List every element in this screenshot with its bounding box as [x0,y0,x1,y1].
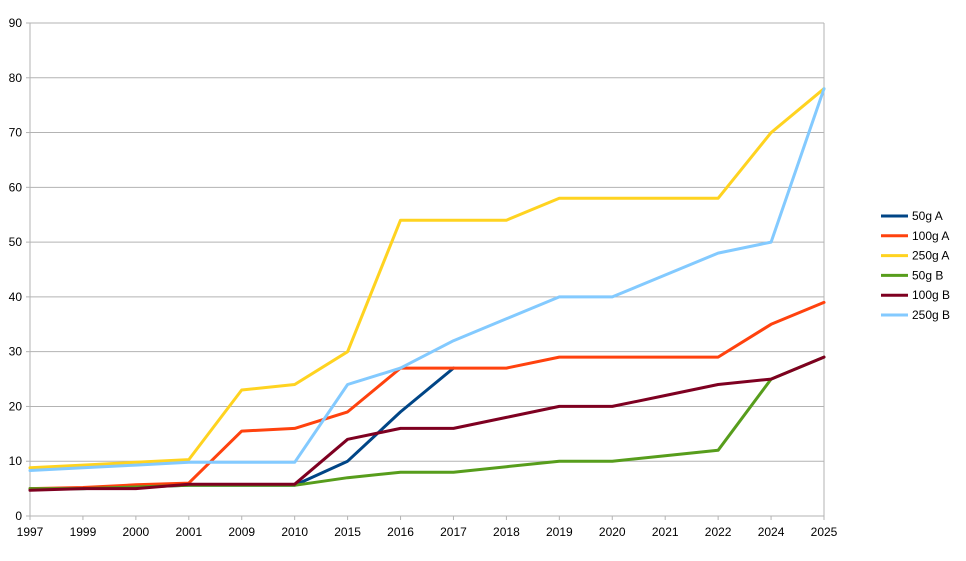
y-tick-label: 20 [9,399,23,413]
x-tick-label: 1999 [70,525,97,539]
y-tick-label: 10 [9,454,23,468]
x-tick-label: 2022 [705,525,732,539]
y-tick-label: 80 [9,71,23,85]
series-lines [28,87,826,492]
legend-label: 100g B [912,288,950,302]
y-tick-label: 60 [9,180,23,194]
y-tick-label: 40 [9,290,23,304]
legend-item-100g-a: 100g A [881,229,949,243]
legend-label: 50g B [912,268,943,282]
series-line-250g-a [28,87,826,470]
grid-lines [30,22,824,517]
axes [26,22,825,520]
y-tick-label: 0 [15,509,22,523]
series-line-100g-b [28,355,826,492]
series-line-50g-a [28,366,455,491]
x-tick-label: 2017 [440,525,467,539]
y-tick-labels: 0 10 20 30 40 50 60 70 80 90 [9,16,23,523]
x-tick-label: 2019 [546,525,573,539]
legend-item-250g-b: 250g B [881,308,950,322]
x-tick-label: 2001 [175,525,202,539]
legend-label: 50g A [912,209,943,223]
legend-item-250g-a: 250g A [881,249,949,263]
x-tick-label: 2010 [281,525,308,539]
legend-item-50g-b: 50g B [881,268,943,282]
x-tick-label: 2021 [652,525,679,539]
legend-item-100g-b: 100g B [881,288,950,302]
x-tick-labels: 1997 1999 2000 2001 2009 2010 2015 2016 2017 2018… [17,525,838,539]
x-tick-label: 2018 [493,525,520,539]
x-tick-label: 2020 [599,525,626,539]
y-tick-label: 90 [9,16,23,30]
series-line-100g-a [28,300,826,491]
x-tick-label: 2024 [758,525,785,539]
x-tick-label: 1997 [17,525,44,539]
legend-label: 250g B [912,308,950,322]
x-tick-label: 2000 [123,525,150,539]
series-line-50g-b [28,355,826,491]
x-tick-label: 2025 [811,525,838,539]
x-tick-label: 2015 [334,525,361,539]
y-tick-label: 30 [9,345,23,359]
legend-label: 250g A [912,249,949,263]
y-tick-label: 70 [9,126,23,140]
legend-item-50g-a: 50g A [881,209,943,223]
x-tick-label: 2016 [387,525,414,539]
x-tick-label: 2009 [228,525,255,539]
series-line-250g-b [28,87,826,472]
legend-label: 100g A [912,229,949,243]
legend: 50g A 100g A 250g A 50g B 100g B 250g B [881,209,950,322]
y-tick-label: 50 [9,235,23,249]
